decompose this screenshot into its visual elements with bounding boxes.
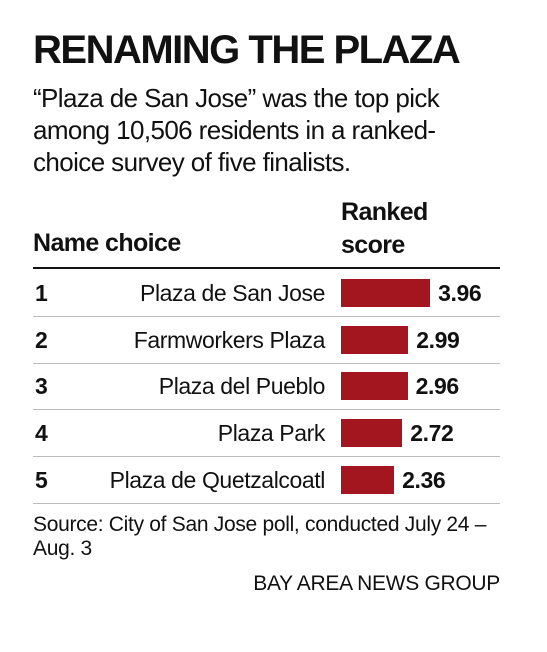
rank: 5 <box>35 466 48 493</box>
bar <box>341 279 431 307</box>
column-header: Ranked score <box>341 198 428 259</box>
bar <box>341 372 408 401</box>
column-header: Name choice <box>33 229 181 257</box>
value-label: 2.72 <box>410 420 454 447</box>
row-separator <box>33 456 500 458</box>
row-separator <box>33 362 500 364</box>
category-label: Plaza Park <box>217 420 326 447</box>
value-label: 2.96 <box>415 373 460 400</box>
rank: 2 <box>35 326 48 353</box>
source: Source: City of San Jose poll, conducted… <box>33 513 487 560</box>
credit: BAY AREA NEWS GROUP <box>253 572 500 595</box>
category-label: Plaza del Pueblo <box>158 373 326 400</box>
rank: 4 <box>35 420 48 447</box>
subtitle: “Plaza de San Jose” was the top pick amo… <box>33 83 440 177</box>
header-rule <box>33 267 500 269</box>
bar <box>341 325 409 354</box>
category-label: Plaza de Quetzalcoatl <box>109 466 326 493</box>
row-separator <box>33 409 500 411</box>
rank: 1 <box>35 280 48 306</box>
bar <box>341 419 403 448</box>
row-separator <box>33 316 500 317</box>
category-label: Plaza de San Jose <box>140 280 325 306</box>
value-label: 3.96 <box>438 280 482 306</box>
title: RENAMING THE PLAZA <box>33 28 461 72</box>
value-label: 2.99 <box>416 326 460 353</box>
bottom-rule <box>33 502 500 504</box>
bar <box>341 465 395 494</box>
value-label: 2.36 <box>402 466 446 493</box>
rank: 3 <box>35 373 48 400</box>
category-label: Farmworkers Plaza <box>133 326 326 353</box>
